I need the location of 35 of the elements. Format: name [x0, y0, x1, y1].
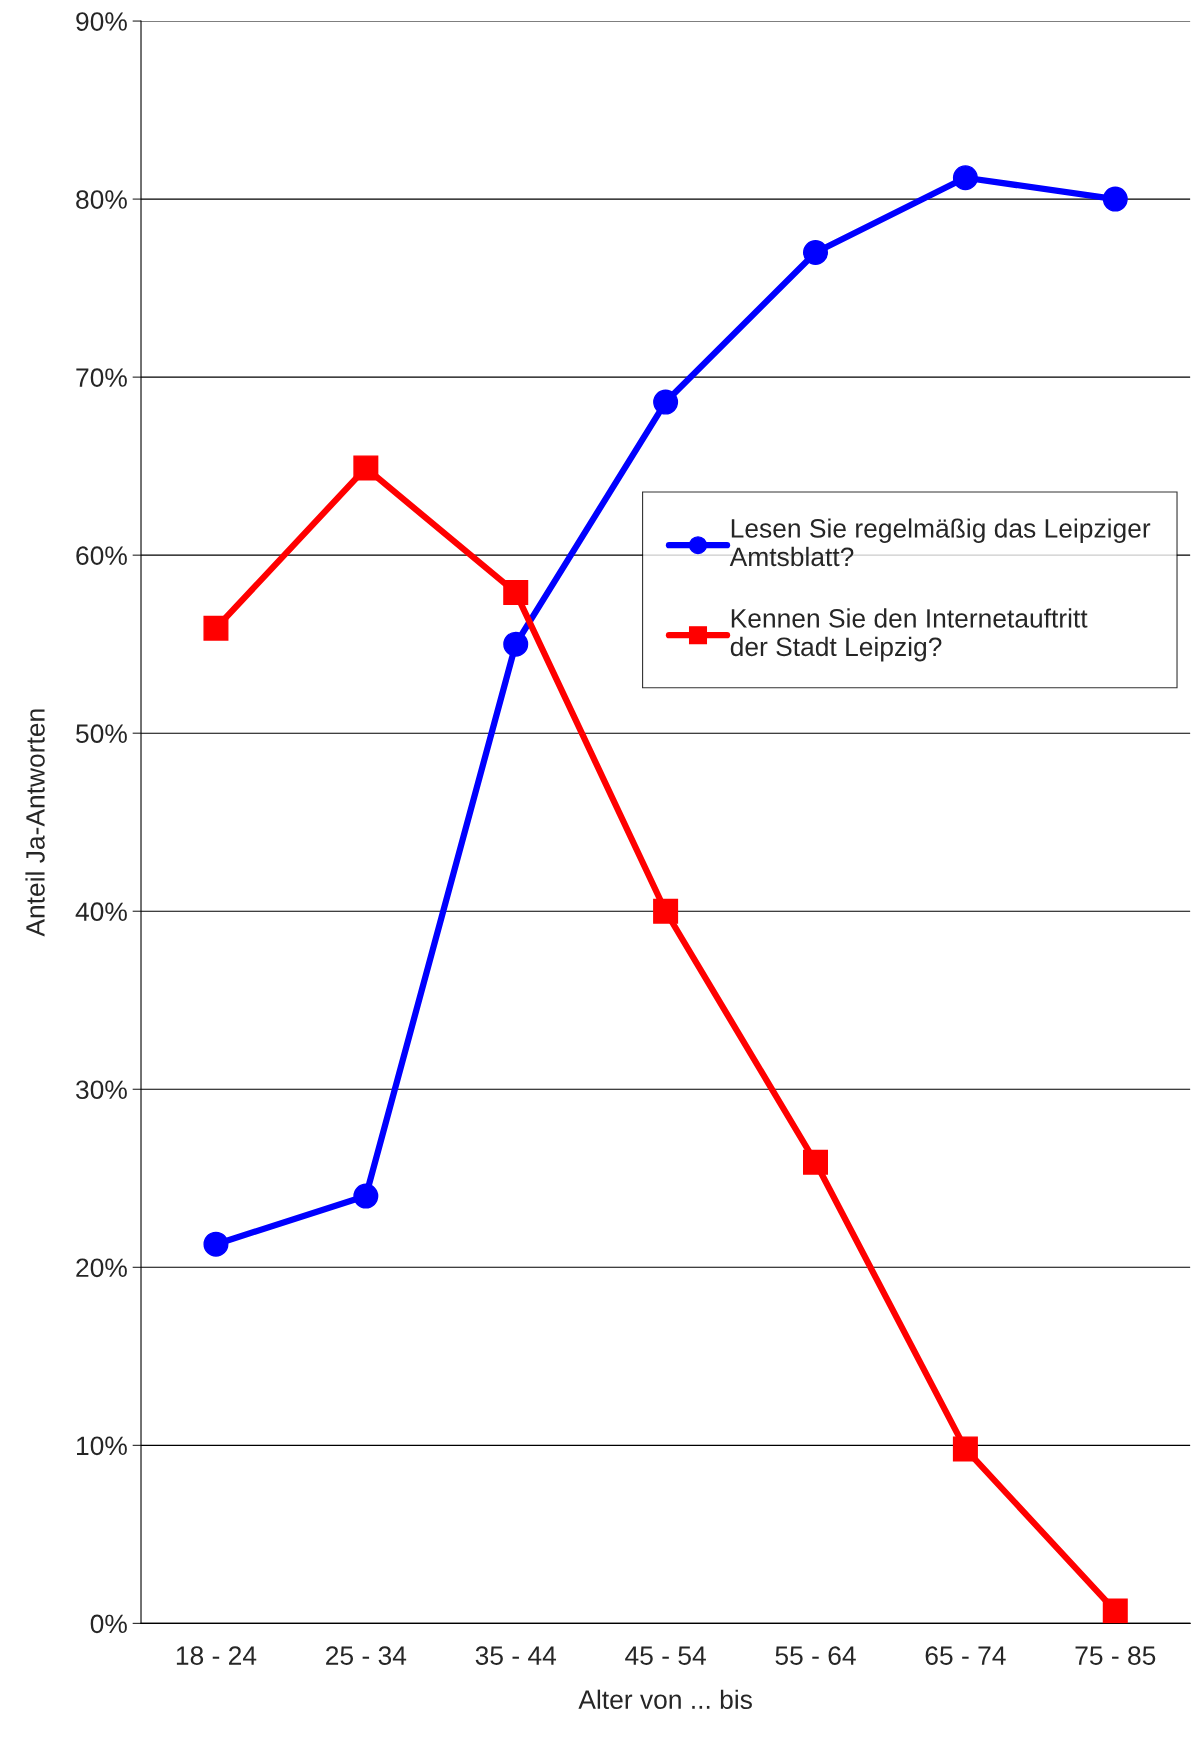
y-tick-label: 70% [76, 368, 127, 387]
point [353, 1183, 379, 1209]
point [1102, 1598, 1128, 1624]
point [653, 389, 679, 415]
x-tick-label: 45 - 54 [625, 1646, 706, 1665]
y-tick-label: 90% [76, 12, 127, 31]
point [203, 615, 229, 641]
point [1102, 186, 1128, 212]
x-axis-title: Alter von ... bis [578, 1689, 752, 1710]
point [952, 1436, 978, 1462]
x-tick-label: 18 - 24 [176, 1646, 257, 1665]
x-tick-label: 25 - 34 [326, 1646, 407, 1665]
y-tick-label: 60% [76, 546, 127, 565]
y-tick-label: 50% [76, 724, 127, 744]
x-tick-label: 65 - 74 [925, 1646, 1006, 1665]
point [353, 455, 379, 481]
y-tick-label: 10% [77, 1436, 127, 1456]
x-tick-label: 75 - 85 [1075, 1646, 1156, 1665]
x-tick-label: 35 - 44 [475, 1646, 557, 1665]
legend-label: Lesen Sie regelmäßig das Leipziger Amtsblatt? [729, 518, 1151, 567]
point [503, 631, 529, 657]
point [653, 898, 679, 924]
point [803, 1149, 829, 1175]
point [503, 580, 529, 606]
y-tick-label: 20% [76, 1258, 127, 1278]
y-axis-title: Anteil Ja-Antworten [25, 709, 45, 937]
x-tick-label: 55 - 64 [775, 1646, 856, 1665]
y-tick-label: 30% [76, 1080, 127, 1100]
point [203, 1231, 229, 1257]
y-tick-label: 0% [90, 1614, 127, 1634]
point [803, 240, 829, 266]
point [952, 165, 978, 191]
y-tick-label: 40% [75, 902, 127, 922]
legend-label: Kennen Sie den Internetauftritt der Stadt Leipzig? [730, 608, 1088, 662]
y-tick-label: 80% [76, 190, 127, 209]
